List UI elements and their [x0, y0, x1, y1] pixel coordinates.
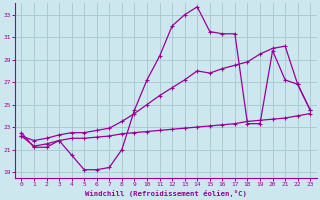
X-axis label: Windchill (Refroidissement éolien,°C): Windchill (Refroidissement éolien,°C) — [85, 190, 247, 197]
